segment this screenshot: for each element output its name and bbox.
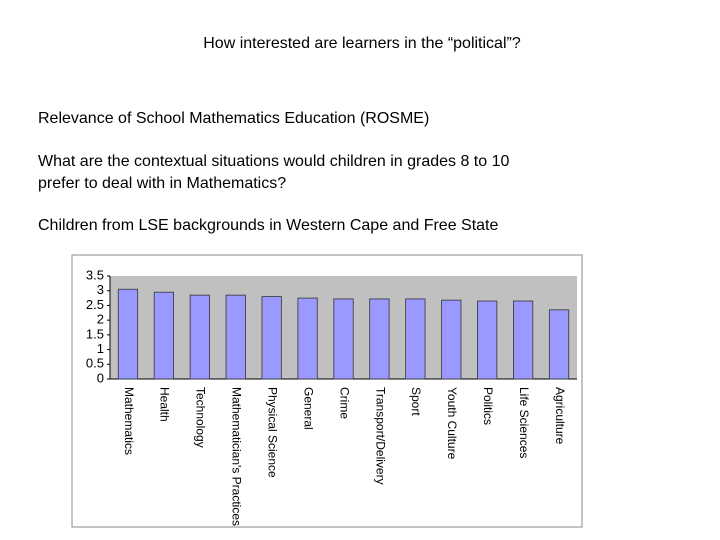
y-tick-label: 0 bbox=[97, 370, 104, 385]
slide-title: How interested are learners in the “poli… bbox=[203, 35, 521, 52]
bar bbox=[477, 300, 498, 380]
bar bbox=[225, 294, 246, 380]
bar bbox=[261, 296, 282, 380]
bar bbox=[405, 298, 426, 380]
x-tick-label: Physical Science bbox=[265, 387, 279, 478]
y-tick-label: 3.5 bbox=[86, 267, 104, 282]
x-tick-label: Youth Culture bbox=[445, 387, 459, 460]
x-tick-label: Health bbox=[158, 387, 172, 422]
bar bbox=[189, 294, 210, 380]
slide-line: Relevance of School Mathematics Educatio… bbox=[38, 110, 429, 127]
bar bbox=[369, 298, 390, 380]
x-tick-label: Transport/Delivery bbox=[373, 387, 387, 485]
y-tick-label: 3 bbox=[97, 282, 104, 297]
x-tick-label: Mathematics bbox=[122, 387, 136, 455]
x-tick-label: Politics bbox=[481, 387, 495, 425]
bar bbox=[297, 297, 318, 380]
x-tick-label: Crime bbox=[337, 387, 351, 419]
bar bbox=[548, 309, 570, 380]
y-tick-label: 0.5 bbox=[86, 356, 104, 371]
x-tick-label: Technology bbox=[194, 387, 208, 448]
y-tick-label: 2 bbox=[97, 312, 104, 327]
x-tick-label: Agriculture bbox=[553, 387, 567, 445]
bar bbox=[117, 288, 139, 380]
slide-line: What are the contextual situations would… bbox=[38, 153, 509, 170]
x-tick-label: Life Sciences bbox=[517, 387, 531, 458]
x-tick-label: General bbox=[301, 387, 315, 430]
y-tick-label: 1 bbox=[97, 341, 104, 356]
bar bbox=[513, 300, 534, 380]
bar bbox=[441, 299, 462, 380]
y-tick-label: 2.5 bbox=[86, 297, 104, 312]
slide-line: Children from LSE backgrounds in Western… bbox=[38, 217, 498, 234]
slide-line: prefer to deal with in Mathematics? bbox=[38, 175, 286, 192]
x-tick-label: Sport bbox=[409, 387, 423, 416]
y-tick-label: 1.5 bbox=[86, 326, 104, 341]
x-tick-label: Mathematician's Practices bbox=[230, 387, 244, 526]
bar bbox=[153, 291, 174, 380]
bar bbox=[333, 298, 354, 380]
